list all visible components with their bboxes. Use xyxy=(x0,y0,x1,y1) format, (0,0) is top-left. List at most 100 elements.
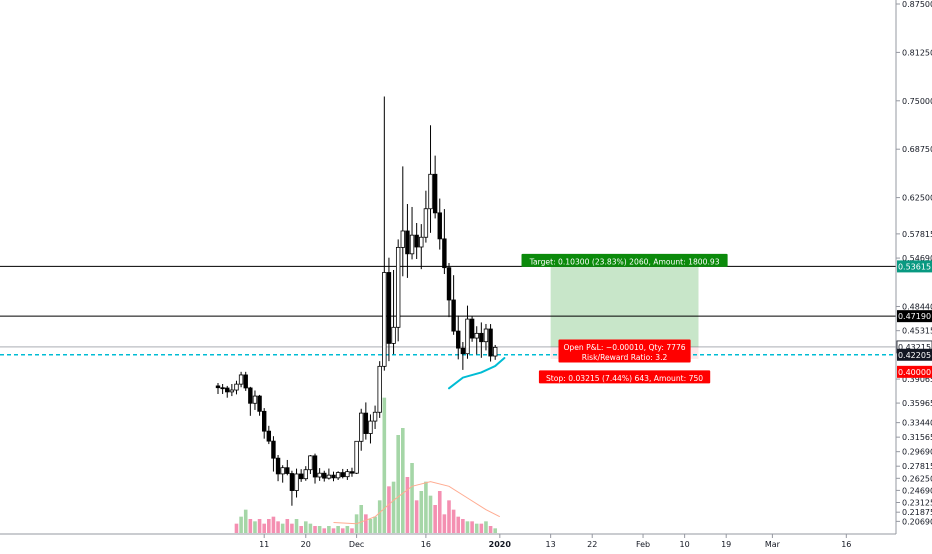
volume-bar xyxy=(262,523,266,533)
candle-body[interactable] xyxy=(442,238,447,269)
candle-body[interactable] xyxy=(479,332,484,343)
candle-body[interactable] xyxy=(271,440,276,459)
candle-body[interactable] xyxy=(395,246,401,328)
candle-body[interactable] xyxy=(400,230,405,248)
candle-body[interactable] xyxy=(409,234,415,255)
candle-body[interactable] xyxy=(335,472,341,479)
candle-body[interactable] xyxy=(238,374,244,385)
candle-body[interactable] xyxy=(261,410,267,432)
candle-body[interactable] xyxy=(298,473,304,480)
candle-body[interactable] xyxy=(289,473,295,491)
volume-bar xyxy=(364,514,368,533)
candle-body[interactable] xyxy=(386,272,392,344)
target-label[interactable]: Target: 0.10300 (23.83%) 2060, Amount: 1… xyxy=(521,253,728,267)
candle-body[interactable] xyxy=(451,299,456,332)
target-zone[interactable] xyxy=(550,266,699,348)
volume-bar xyxy=(280,523,285,533)
price-axis-label-bg xyxy=(897,260,932,273)
candle-body[interactable] xyxy=(266,430,272,442)
candle-body[interactable] xyxy=(456,330,461,349)
volume-bar xyxy=(350,528,354,533)
cyan-curve[interactable] xyxy=(448,357,506,390)
price-axis-label[interactable]: 0.42205 xyxy=(897,348,932,361)
price-axis[interactable]: 0.87500 0.81250 0.75000 0.68750 0.62500 0.578… xyxy=(895,0,932,534)
price-axis-label-text: 0.42205 xyxy=(898,351,931,360)
y-tick-label: 0.87500 xyxy=(902,0,932,9)
candle-body[interactable] xyxy=(312,455,318,478)
candle-body[interactable] xyxy=(349,471,355,474)
volume-bar xyxy=(493,528,497,533)
candle-body[interactable] xyxy=(368,420,373,434)
open-pnl-label-text: Open P&L: −0.00010, Qty: 7776 xyxy=(563,343,685,352)
price-axis-label[interactable]: 0.53615 xyxy=(897,260,932,273)
volume-bar xyxy=(313,526,317,533)
candle-body[interactable] xyxy=(446,267,452,301)
candle-body[interactable] xyxy=(257,395,262,412)
candles[interactable] xyxy=(215,96,498,506)
candle-body[interactable] xyxy=(326,474,332,479)
candle-body[interactable] xyxy=(345,471,350,478)
candle-body[interactable] xyxy=(363,412,369,434)
stop-label-text: Stop: 0.03215 (7.44%) 643, Amount: 750 xyxy=(546,374,703,383)
candle-body[interactable] xyxy=(354,440,359,474)
candle-body[interactable] xyxy=(317,472,322,478)
y-tick-label: 0.35965 xyxy=(902,399,932,408)
candle-body[interactable] xyxy=(488,328,493,357)
candle-body[interactable] xyxy=(331,474,336,479)
cyan-trend-curve[interactable] xyxy=(448,357,506,390)
candle-body[interactable] xyxy=(382,272,387,367)
price-axis-label[interactable]: 0.47190 xyxy=(897,310,932,323)
price-axis-label-bg xyxy=(897,348,932,361)
volume-bar xyxy=(465,521,470,533)
candle-body[interactable] xyxy=(252,395,258,404)
candle-body[interactable] xyxy=(285,467,290,474)
candle-body[interactable] xyxy=(308,455,313,471)
candle-body[interactable] xyxy=(359,412,364,442)
volume-bar xyxy=(428,495,433,533)
candle-body[interactable] xyxy=(243,374,248,389)
candle-body[interactable] xyxy=(391,326,396,344)
volume-bar xyxy=(359,505,364,533)
candle-body[interactable] xyxy=(294,473,299,491)
candle-body[interactable] xyxy=(492,346,498,357)
volume-bar xyxy=(303,521,308,533)
candle-body[interactable] xyxy=(432,173,438,214)
candle-body[interactable] xyxy=(234,383,239,391)
candle-body[interactable] xyxy=(465,318,470,355)
open-pnl-label[interactable]: Open P&L: −0.00010, Qty: 7776Risk/Reward… xyxy=(558,339,691,363)
candle-body[interactable] xyxy=(303,469,308,480)
candle-body[interactable] xyxy=(437,212,442,240)
candle-body[interactable] xyxy=(220,387,225,390)
candle-body[interactable] xyxy=(423,208,429,238)
candle-body[interactable] xyxy=(322,472,327,479)
candle-body[interactable] xyxy=(340,472,345,478)
candle-body[interactable] xyxy=(460,347,466,355)
candle-body[interactable] xyxy=(248,387,253,404)
x-tick-label: 11 xyxy=(259,540,269,549)
candle-body[interactable] xyxy=(483,328,489,343)
candle-body[interactable] xyxy=(474,332,479,339)
candle-body[interactable] xyxy=(372,411,378,422)
candle-body[interactable] xyxy=(229,389,235,393)
horizontal-lines[interactable] xyxy=(0,265,896,356)
candle-body[interactable] xyxy=(405,230,410,255)
candle-body[interactable] xyxy=(275,457,281,475)
time-axis[interactable]: 11 20 Dec 16 2020 13 22 Feb 10 19 Mar 16 xyxy=(0,533,896,549)
candle-body[interactable] xyxy=(280,467,285,475)
candle-body[interactable] xyxy=(414,234,419,248)
x-tick-label: 13 xyxy=(546,540,556,549)
candle-body[interactable] xyxy=(428,173,433,210)
candle-body[interactable] xyxy=(215,385,221,389)
volume-bar xyxy=(437,491,442,533)
stop-label[interactable]: Stop: 0.03215 (7.44%) 643, Amount: 750 xyxy=(538,370,711,384)
candle-body[interactable] xyxy=(419,236,424,248)
volume-bar xyxy=(336,526,340,533)
price-axis-label[interactable]: 0.40000 xyxy=(897,365,932,378)
candle-body[interactable] xyxy=(225,387,230,393)
position-labels[interactable]: Target: 0.10300 (23.83%) 2060, Amount: 1… xyxy=(521,253,728,384)
candle-body[interactable] xyxy=(469,318,475,339)
candle-body[interactable] xyxy=(377,365,382,413)
volume-bar xyxy=(290,523,294,533)
